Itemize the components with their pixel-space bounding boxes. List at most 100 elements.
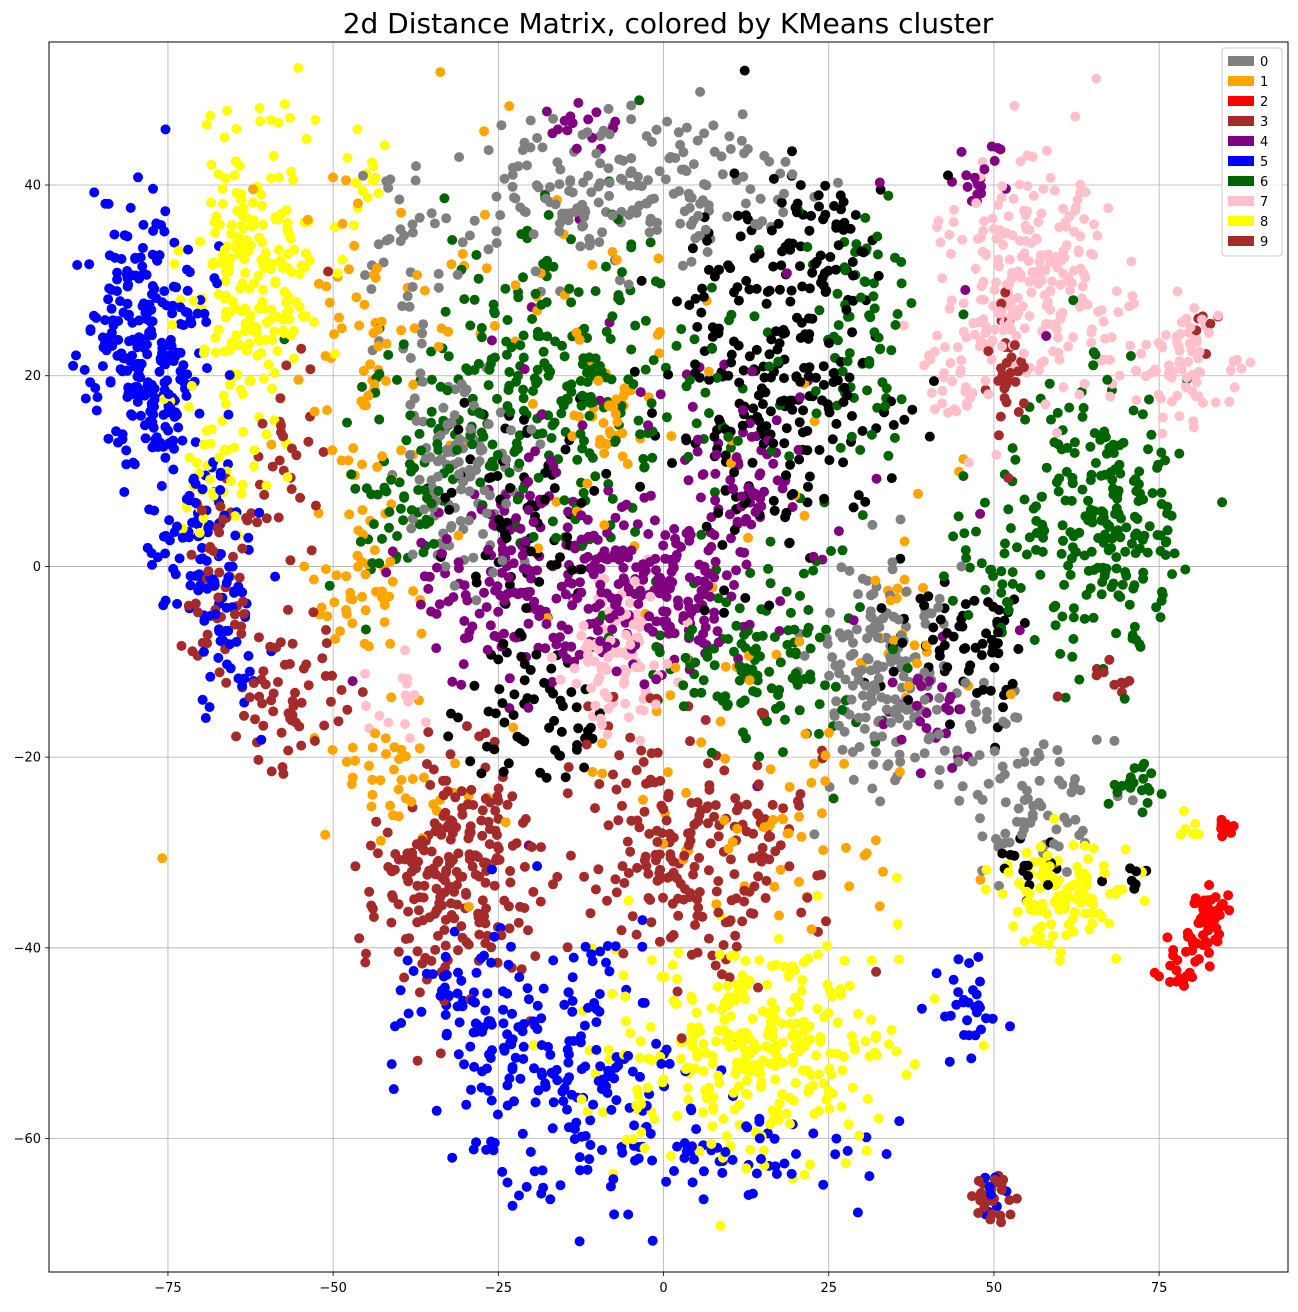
scatter-point (519, 331, 529, 341)
scatter-point (435, 67, 445, 77)
scatter-point (1183, 357, 1193, 367)
scatter-point (470, 295, 480, 305)
scatter-point (687, 1042, 697, 1052)
scatter-point (464, 902, 474, 912)
scatter-point (257, 201, 267, 211)
scatter-point (766, 406, 776, 416)
scatter-point (745, 675, 755, 685)
scatter-point (423, 727, 433, 737)
scatter-point (783, 829, 793, 839)
scatter-point (766, 764, 776, 774)
scatter-point (686, 530, 696, 540)
scatter-point (1046, 919, 1056, 929)
scatter-point (380, 617, 390, 627)
scatter-point (584, 1154, 594, 1164)
scatter-point (828, 1089, 838, 1099)
scatter-point (700, 388, 710, 398)
scatter-point (896, 257, 906, 267)
scatter-point (782, 423, 792, 433)
scatter-point (869, 327, 879, 337)
scatter-point (671, 999, 681, 1009)
scatter-point (1020, 323, 1030, 333)
scatter-point (453, 270, 463, 280)
scatter-point (1030, 756, 1040, 766)
scatter-point (617, 801, 627, 811)
scatter-point (647, 398, 657, 408)
scatter-point (806, 644, 816, 654)
scatter-point (1010, 712, 1020, 722)
scatter-point (464, 627, 474, 637)
scatter-point (698, 1107, 708, 1117)
scatter-point (715, 1221, 725, 1231)
scatter-point (647, 1055, 657, 1065)
scatter-point (408, 774, 418, 784)
scatter-point (230, 341, 240, 351)
scatter-point (167, 308, 177, 318)
scatter-point (328, 745, 338, 755)
scatter-point (1074, 245, 1084, 255)
scatter-point (145, 416, 155, 426)
scatter-point (824, 455, 834, 465)
scatter-point (606, 1105, 616, 1115)
scatter-point (891, 1047, 901, 1057)
scatter-point (620, 992, 630, 1002)
scatter-point (630, 367, 640, 377)
scatter-point (711, 961, 721, 971)
scatter-point (630, 527, 640, 537)
scatter-point (405, 450, 415, 460)
scatter-point (844, 881, 854, 891)
scatter-point (226, 476, 236, 486)
scatter-point (1204, 880, 1214, 890)
scatter-point (848, 271, 858, 281)
scatter-point (347, 618, 357, 628)
scatter-point (787, 286, 797, 296)
scatter-point (479, 126, 489, 136)
scatter-point (980, 498, 990, 508)
scatter-point (996, 588, 1006, 598)
scatter-point (555, 675, 565, 685)
scatter-point (791, 1149, 801, 1159)
scatter-point (583, 114, 593, 124)
scatter-point (562, 1076, 572, 1086)
scatter-point (505, 483, 515, 493)
scatter-point (239, 674, 249, 684)
scatter-point (701, 715, 711, 725)
scatter-point (447, 259, 457, 269)
scatter-point (368, 904, 378, 914)
scatter-point (745, 184, 755, 194)
scatter-point (611, 436, 621, 446)
scatter-point (513, 495, 523, 505)
scatter-point (845, 373, 855, 383)
scatter-point (654, 254, 664, 264)
scatter-point (746, 908, 756, 918)
scatter-point (591, 107, 601, 117)
scatter-point (785, 782, 795, 792)
scatter-point (1029, 934, 1039, 944)
scatter-point (142, 349, 152, 359)
scatter-point (232, 188, 242, 198)
scatter-point (332, 570, 342, 580)
scatter-point (557, 1087, 567, 1097)
scatter-point (1111, 628, 1121, 638)
scatter-point (838, 457, 848, 467)
scatter-point (959, 309, 969, 319)
scatter-point (767, 961, 777, 971)
scatter-point (476, 953, 486, 963)
scatter-point (605, 178, 615, 188)
scatter-point (582, 740, 592, 750)
scatter-point (940, 342, 950, 352)
scatter-point (420, 286, 430, 296)
scatter-point (148, 184, 158, 194)
scatter-point (534, 611, 544, 621)
scatter-point (690, 658, 700, 668)
scatter-point (838, 545, 848, 555)
scatter-point (555, 179, 565, 189)
scatter-point (910, 1059, 920, 1069)
scatter-point (266, 440, 276, 450)
scatter-point (973, 790, 983, 800)
scatter-point (1020, 495, 1030, 505)
scatter-point (791, 1078, 801, 1088)
scatter-point (1156, 394, 1166, 404)
scatter-point (561, 641, 571, 651)
scatter-point (372, 263, 382, 273)
